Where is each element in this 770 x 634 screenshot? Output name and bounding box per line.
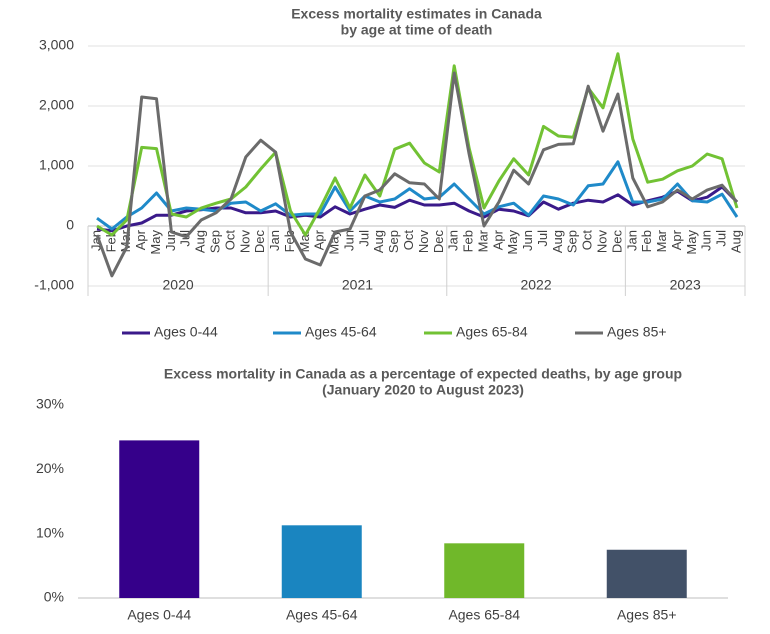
y-tick-label: 30% [36,396,64,412]
data-line [96,52,739,237]
x-tick-label: Aug [550,230,565,253]
y-tick-label: 3,000 [39,37,74,53]
x-tick-label: Apr [669,229,684,250]
x-tick-label: Sep [386,230,401,253]
x-tick-label: Feb [639,230,654,252]
legend-label: Ages 65-84 [456,324,528,340]
legend-label: Ages 85+ [607,324,667,340]
x-tick-label: Jul [535,230,550,247]
x-tick-label: Oct [222,230,237,251]
bar [606,549,687,598]
group-label: 2022 [520,277,551,293]
bar [444,543,525,598]
x-tick-label: Jun [341,230,356,251]
group-label: 2020 [163,277,194,293]
x-tick-label: May [148,230,163,255]
y-tick-label: 20% [36,460,64,476]
chart-title: by age at time of death [341,22,493,38]
x-tick-label: Ages 45-64 [286,607,358,623]
y-tick-label: 0 [66,217,74,233]
x-tick-label: Dec [252,230,267,254]
x-tick-label: Dec [431,230,446,254]
x-tick-label: May [505,230,520,255]
group-label: 2021 [342,277,373,293]
x-tick-label: Dec [609,230,624,254]
y-tick-label: 10% [36,524,64,540]
x-tick-label: Jan [446,230,461,251]
data-line [96,160,739,231]
x-tick-label: Aug [371,230,386,253]
x-tick-label: Oct [401,230,416,251]
x-tick-label: May [684,230,699,255]
legend-label: Ages 45-64 [305,324,377,340]
x-tick-label: Feb [103,230,118,252]
x-tick-label: Jan [624,230,639,251]
chart-title: Excess mortality in Canada as a percenta… [164,366,682,382]
data-line [95,71,739,278]
chart-title: (January 2020 to August 2023) [322,382,524,398]
x-tick-label: Jul [356,230,371,247]
x-tick-label: Nov [237,230,252,254]
x-tick-label: Mar [475,229,490,252]
x-tick-label: Apr [490,229,505,250]
y-tick-label: 0% [44,589,64,605]
x-tick-label: Ages 0-44 [127,607,191,623]
x-tick-label: Nov [416,230,431,254]
bar [119,440,200,598]
x-tick-label: Sep [208,230,223,253]
x-tick-label: Mar [297,229,312,252]
x-tick-label: Sep [565,230,580,253]
x-tick-label: Apr [312,229,327,250]
x-tick-label: Aug [728,230,743,253]
x-tick-label: Jun [520,230,535,251]
x-tick-label: Jun [163,230,178,251]
y-tick-label: 1,000 [39,157,74,173]
x-tick-label: Jul [714,230,729,247]
x-tick-label: Oct [580,230,595,251]
x-tick-label: Jun [699,230,714,251]
y-tick-label: 2,000 [39,97,74,113]
x-tick-label: Mar [654,229,669,252]
x-tick-label: Aug [193,230,208,253]
x-tick-label: Apr [133,229,148,250]
x-tick-label: May [327,230,342,255]
x-tick-label: Feb [461,230,476,252]
x-tick-label: Nov [594,230,609,254]
bar [281,525,362,598]
x-tick-label: Jan [267,230,282,251]
chart-title: Excess mortality estimates in Canada [291,6,542,22]
y-tick-label: -1,000 [34,277,74,293]
x-tick-label: Ages 85+ [617,607,677,623]
x-tick-label: Ages 65-84 [448,607,520,623]
legend-label: Ages 0-44 [154,324,218,340]
group-label: 2023 [670,277,701,293]
